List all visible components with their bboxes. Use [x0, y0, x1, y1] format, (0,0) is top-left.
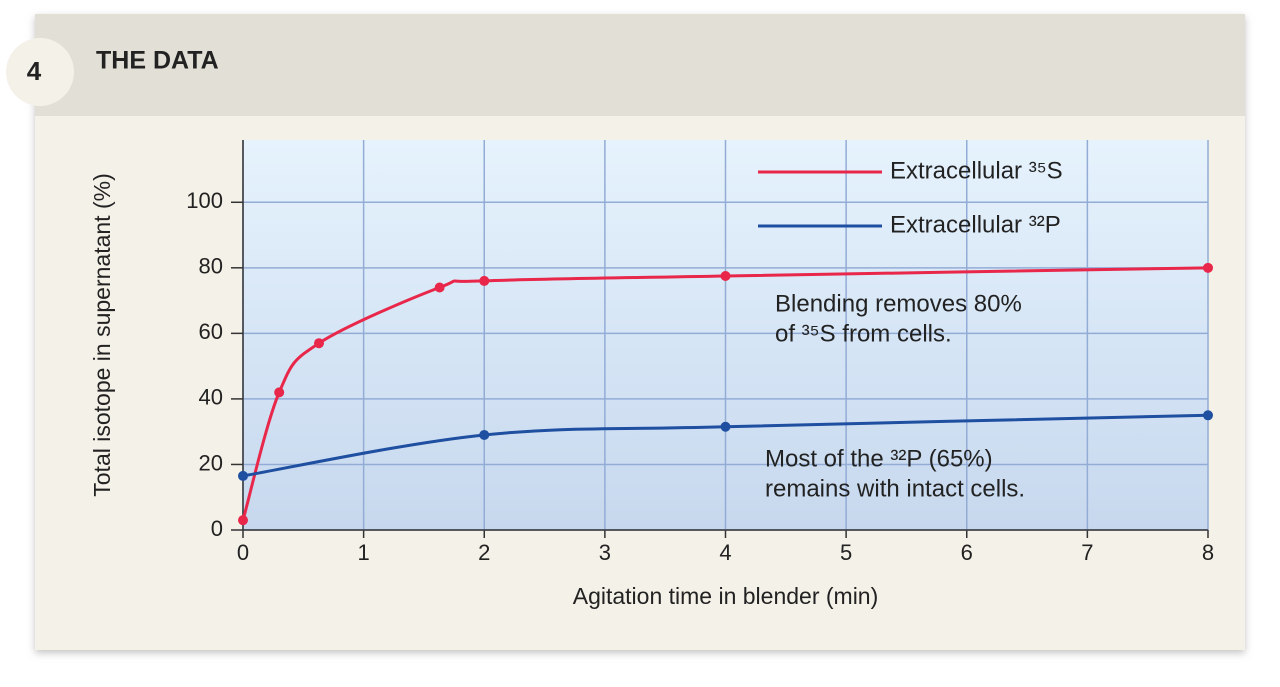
data-point	[1203, 410, 1213, 421]
y-tick-label: 20	[199, 450, 223, 475]
data-point	[238, 470, 248, 481]
x-tick-label: 6	[961, 540, 973, 565]
data-point	[479, 429, 490, 440]
x-tick-label: 7	[1081, 540, 1093, 565]
x-tick-label: 3	[599, 540, 611, 565]
data-point	[479, 275, 490, 286]
y-tick-label: 0	[211, 516, 223, 541]
annotation: Blending removes 80%	[775, 290, 1022, 317]
chart-title: THE DATA	[96, 47, 219, 75]
data-point	[1203, 262, 1213, 273]
series-line	[242, 413, 1209, 478]
legend-label: Extracellular ³⁵S	[890, 157, 1063, 184]
y-axis-label: Total isotope in supernatant (%)	[89, 173, 115, 496]
x-tick-label: 8	[1202, 540, 1214, 565]
data-point	[238, 515, 248, 526]
x-axis-label: Agitation time in blender (min)	[573, 583, 879, 609]
x-tick-label: 5	[840, 540, 852, 565]
x-tick-label: 2	[478, 540, 490, 565]
x-tick-label: 0	[237, 540, 249, 565]
data-point	[434, 282, 445, 293]
annotation: Most of the ³²P (65%)	[765, 445, 993, 472]
panel-badge	[6, 38, 74, 106]
x-tick-label: 1	[358, 540, 370, 565]
y-tick-label: 80	[199, 254, 223, 279]
data-point	[720, 271, 731, 282]
data-point	[720, 421, 731, 432]
annotation: remains with intact cells.	[765, 475, 1025, 502]
y-tick-label: 100	[186, 188, 223, 213]
header-band	[35, 14, 1245, 116]
series-line	[241, 266, 1209, 521]
panel-label: 4	[27, 56, 42, 86]
y-tick-label: 60	[199, 319, 223, 344]
legend-label: Extracellular ³²P	[890, 211, 1061, 238]
x-tick-label: 4	[719, 540, 731, 565]
annotation: of ³⁵S from cells.	[775, 320, 952, 347]
data-point	[274, 387, 285, 398]
y-tick-label: 40	[199, 385, 223, 410]
data-point	[313, 338, 324, 349]
